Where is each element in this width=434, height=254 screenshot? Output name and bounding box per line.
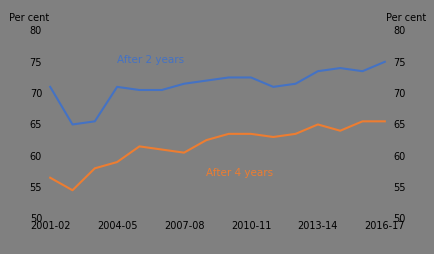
Text: After 2 years: After 2 years <box>117 55 184 65</box>
Text: Per cent: Per cent <box>9 13 49 23</box>
Text: Per cent: Per cent <box>385 13 425 23</box>
Text: After 4 years: After 4 years <box>206 168 273 178</box>
